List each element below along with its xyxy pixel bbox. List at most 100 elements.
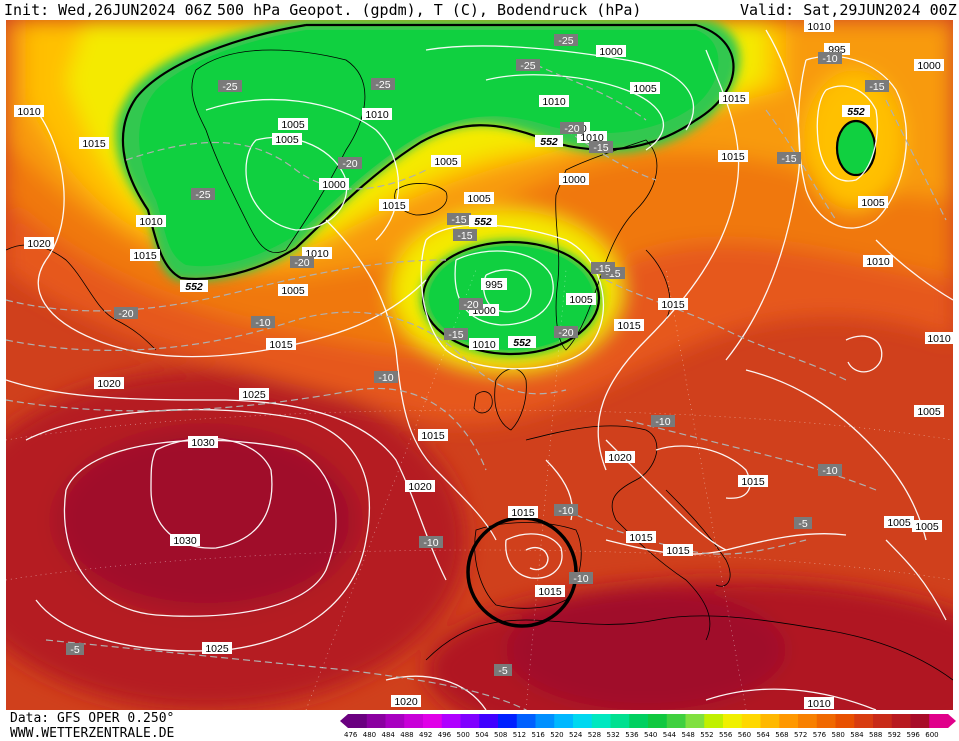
scale-swatch [760,714,780,728]
temperature-label: -5 [66,643,84,656]
scale-swatch [704,714,724,728]
svg-text:552: 552 [474,216,492,228]
scale-tick-label: 528 [587,731,602,739]
svg-text:1015: 1015 [661,299,685,311]
temperature-label: -15 [453,229,477,242]
svg-text:552: 552 [847,106,865,118]
isobar-label: 1010 [804,20,834,33]
temperature-label: -20 [560,122,584,135]
temperature-label: -5 [494,664,512,677]
temperature-label: -10 [251,316,275,329]
isobar-label: 1020 [94,377,124,390]
svg-text:1005: 1005 [467,193,491,205]
scale-tick-label: 484 [381,731,395,739]
isobar-label: 1005 [884,516,914,529]
scale-tick-label: 488 [400,731,414,739]
graticule [6,269,953,710]
scale-tick-label: 568 [775,731,789,739]
temperature-label: -25 [554,34,578,47]
svg-text:-5: -5 [70,644,79,656]
svg-text:1010: 1010 [365,109,389,121]
svg-text:-25: -25 [195,189,210,201]
weather-map: 1010 1015 1005 1005 1010 1000 1005 1000 … [6,20,953,710]
scale-tick-label: 572 [794,731,808,739]
isobar-label: 1005 [914,405,944,418]
svg-text:1005: 1005 [281,119,305,131]
footer-bar: Data: GFS OPER 0.250° WWW.WETTERZENTRALE… [0,710,959,741]
isobar-label: 1005 [566,293,596,306]
scale-swatch [798,714,818,728]
svg-text:1015: 1015 [617,320,641,332]
svg-text:-15: -15 [457,230,472,242]
scale-tick-label: 532 [606,731,620,739]
scale-swatch [873,714,893,728]
scale-tick-label: 580 [831,731,845,739]
svg-text:1005: 1005 [281,285,305,297]
isobar-label: 1015 [663,544,693,557]
svg-text:1005: 1005 [569,294,593,306]
isobar-label: 1000 [319,178,349,191]
isobar-label: 1015 [508,506,538,519]
scale-swatch [910,714,930,728]
svg-text:-15: -15 [451,214,466,226]
scale-swatch [629,714,649,728]
scale-swatch [835,714,855,728]
scale-swatch [854,714,874,728]
svg-text:-20: -20 [463,299,478,311]
svg-text:-25: -25 [375,79,390,91]
svg-text:1015: 1015 [741,476,765,488]
svg-text:1000: 1000 [917,60,941,72]
svg-text:1005: 1005 [915,521,939,533]
svg-text:-20: -20 [558,327,573,339]
scale-tick-label: 524 [569,731,583,739]
svg-text:1015: 1015 [382,200,406,212]
temperature-labels: -25 -25 -25 -20 -25 -25 -20 -15 -15 -20 … [66,34,889,677]
isobar-label: 1005 [272,133,302,146]
isobar-label: 1030 [170,534,200,547]
svg-text:552: 552 [540,136,558,148]
svg-text:1010: 1010 [807,698,831,710]
svg-text:1005: 1005 [917,406,941,418]
svg-text:-15: -15 [869,81,884,93]
temperature-label: -25 [218,80,242,93]
isobar-label: 1015 [535,585,565,598]
isobar-label: 1015 [614,319,644,332]
scale-arrow-high [948,714,956,728]
scale-swatch [460,714,480,728]
isobar-label: 1010 [539,95,569,108]
geopotential-labels: 552 552 552 552 552 [180,105,870,349]
isobar-label: 1005 [858,196,888,209]
scale-tick-label: 560 [737,731,752,739]
temperature-label: -20 [554,326,578,339]
isobar-label: 1010 [863,255,893,268]
scale-tick-label: 540 [644,731,658,739]
temperature-label: -15 [777,152,801,165]
svg-text:995: 995 [485,279,503,291]
svg-text:1005: 1005 [275,134,299,146]
svg-text:1015: 1015 [511,507,535,519]
temperature-label: -25 [516,59,540,72]
coastlines [6,49,953,681]
scale-tick-label: 564 [756,731,770,739]
temperature-label: -10 [554,504,578,517]
svg-text:1015: 1015 [722,93,746,105]
header-bar: Init: Wed,26JUN2024 06Z 500 hPa Geopot. … [0,0,959,20]
scale-swatch [741,714,761,728]
isobar-label: 1010 [14,105,44,118]
temperature-label: -15 [444,328,468,341]
svg-text:1025: 1025 [205,643,229,655]
isobar-label: 1015 [130,249,160,262]
temperature-label: -20 [459,298,483,311]
scale-swatch [479,714,499,728]
svg-text:-5: -5 [798,518,807,530]
svg-text:1005: 1005 [887,517,911,529]
scale-tick-label: 536 [625,731,639,739]
scale-swatch [929,714,949,728]
temperature-label: -10 [374,371,398,384]
isobar-label: 1010 [925,332,953,345]
isobar-label: 1010 [469,338,499,351]
scale-tick-label: 496 [437,731,452,739]
scale-arrow-low [340,714,348,728]
scale-swatch [723,714,743,728]
scale-tick-label: 520 [550,731,564,739]
